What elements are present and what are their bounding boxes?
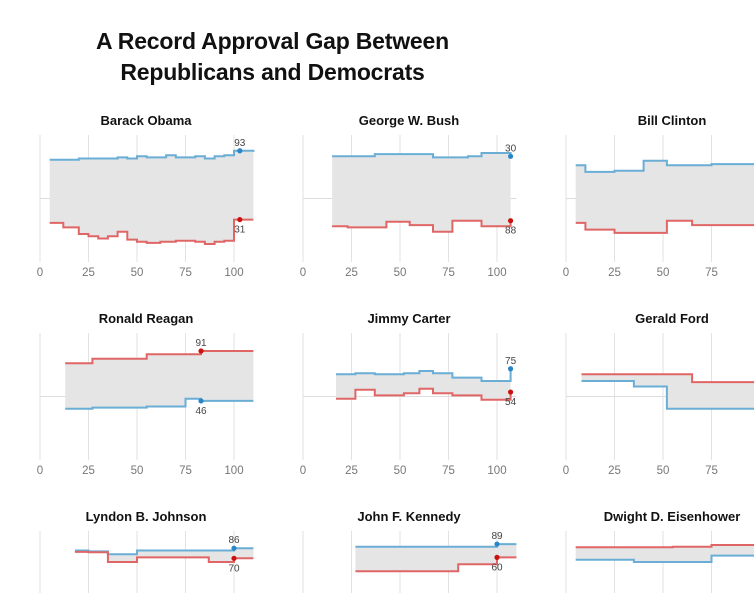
gap-area	[575, 545, 754, 562]
rep-end-label: 60	[491, 562, 503, 573]
panel-title: Gerald Ford	[635, 311, 709, 326]
rep-series-line	[74, 550, 254, 563]
gap-area	[336, 368, 511, 400]
panel-title: Ronald Reagan	[99, 311, 194, 326]
dem-end-label: 89	[491, 531, 503, 542]
rep-end-label: 70	[228, 563, 240, 574]
panel-barack-obama: 93 31 0 25 50 75 100 Barack Obama	[37, 113, 255, 279]
rep-end-label: 54	[505, 397, 517, 408]
panel-title: Lyndon B. Johnson	[86, 509, 207, 524]
x-tick-label: 100	[224, 267, 243, 279]
dem-end-point	[507, 153, 514, 159]
x-tick-label: 0	[37, 267, 43, 279]
x-tick-label: 0	[37, 465, 43, 477]
panel-jimmy-carter: 75 54 0 25 50 75 100 Jimmy Carter	[300, 311, 517, 477]
panel-john-f-kennedy: 89 60 John F. Kennedy	[302, 509, 517, 593]
x-tick-label: 25	[608, 267, 621, 279]
dem-end-label: 86	[228, 535, 240, 546]
dem-end-point	[198, 398, 204, 404]
x-tick-label: 50	[131, 465, 144, 477]
dem-series-line	[575, 159, 754, 173]
dem-end-point	[237, 148, 243, 154]
panel-title: Bill Clinton	[638, 113, 707, 128]
x-tick-label: 0	[300, 267, 306, 279]
x-tick-label: 50	[657, 267, 670, 279]
dem-series-line	[336, 368, 512, 382]
panel-title: Jimmy Carter	[367, 311, 450, 326]
rep-series-line	[336, 387, 512, 401]
x-tick-label: 75	[442, 465, 455, 477]
x-tick-label: 75	[442, 267, 455, 279]
x-tick-label: 0	[300, 465, 306, 477]
x-tick-label: 100	[224, 465, 243, 477]
panel-title: George W. Bush	[359, 113, 459, 128]
x-tick-label: 25	[345, 267, 358, 279]
panel-bill-clinton: 82250255075Bill Clinton	[563, 113, 754, 279]
x-tick-label: 50	[657, 465, 670, 477]
gap-area	[355, 544, 517, 572]
rep-series-line	[575, 544, 754, 549]
panel-title: Barack Obama	[100, 113, 192, 128]
rep-series-line	[575, 219, 754, 234]
x-tick-label: 50	[394, 465, 407, 477]
dem-series-line	[49, 149, 255, 161]
chart-title-line-2: Republicans and Democrats	[120, 59, 425, 85]
rep-series-line	[581, 373, 754, 384]
x-tick-label: 100	[487, 267, 506, 279]
gap-area	[575, 160, 754, 233]
x-tick-label: 25	[345, 465, 358, 477]
rep-end-point	[507, 389, 514, 395]
dem-end-label: 30	[505, 143, 517, 154]
rep-end-point	[231, 555, 237, 561]
gap-area	[49, 150, 254, 244]
x-tick-label: 75	[179, 465, 192, 477]
dem-end-point	[494, 541, 500, 547]
rep-end-point	[198, 348, 204, 354]
panel-ronald-reagan: 91 46 0 25 50 75 100 Ronald Reagan	[37, 311, 254, 477]
gap-area	[65, 351, 254, 409]
panel-dwight-d-eisenhower: 8764Dwight D. Eisenhower	[565, 509, 754, 593]
gap-area	[74, 548, 254, 562]
rep-series-line	[49, 218, 254, 245]
x-tick-label: 75	[705, 465, 718, 477]
x-tick-label: 25	[82, 465, 95, 477]
x-tick-label: 75	[179, 267, 192, 279]
dem-series-line	[332, 152, 512, 159]
rep-end-point	[507, 218, 514, 224]
x-tick-label: 25	[608, 465, 621, 477]
chart-title: A Record Approval Gap Between Republican…	[0, 26, 545, 88]
x-tick-label: 50	[131, 267, 144, 279]
rep-end-label: 88	[505, 226, 517, 237]
panel-title: John F. Kennedy	[357, 509, 461, 524]
dem-end-point	[507, 366, 514, 372]
x-tick-label: 75	[705, 267, 718, 279]
x-tick-label: 50	[394, 267, 407, 279]
x-tick-label: 25	[82, 267, 95, 279]
dem-series-line	[575, 554, 754, 563]
dem-series-line	[581, 380, 754, 410]
rep-end-label: 31	[234, 225, 246, 236]
dem-series-line	[355, 543, 517, 548]
gap-area	[332, 153, 511, 232]
dem-end-point	[231, 545, 237, 551]
panel-lyndon-b-johnson: 86 70 Lyndon B. Johnson	[39, 509, 254, 593]
x-tick-label: 0	[563, 267, 569, 279]
rep-series-line	[332, 219, 512, 233]
dem-end-label: 75	[505, 356, 517, 367]
rep-end-point	[237, 216, 243, 223]
rep-end-point	[494, 554, 500, 561]
dem-end-label: 46	[195, 406, 207, 417]
panel-gerald-ford: 0 25 50 75 Gerald Ford	[563, 311, 754, 477]
panel-george-w-bush: 88 30 0 25 50 75 100 George W. Bush	[300, 113, 517, 279]
x-tick-label: 0	[563, 465, 569, 477]
x-tick-label: 100	[487, 465, 506, 477]
rep-end-label: 91	[195, 338, 207, 349]
dem-end-label: 93	[234, 138, 246, 149]
chart-title-line-1: A Record Approval Gap Between	[96, 28, 449, 54]
panel-title: Dwight D. Eisenhower	[604, 509, 741, 524]
